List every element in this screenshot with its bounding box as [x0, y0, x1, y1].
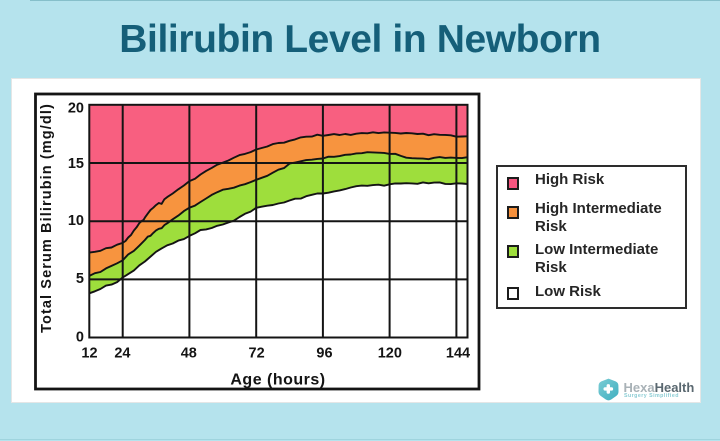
- svg-text:Age (hours): Age (hours): [230, 372, 325, 389]
- svg-text:20: 20: [68, 100, 84, 116]
- svg-text:0: 0: [76, 330, 84, 346]
- svg-text:24: 24: [114, 346, 130, 362]
- svg-text:15: 15: [68, 156, 84, 172]
- svg-text:5: 5: [76, 271, 84, 287]
- svg-text:HexaHealth: HexaHealth: [624, 380, 695, 395]
- svg-text:Surgery Simplified: Surgery Simplified: [624, 393, 679, 399]
- svg-text:10: 10: [68, 213, 84, 229]
- svg-text:144: 144: [446, 346, 470, 362]
- svg-text:120: 120: [378, 346, 402, 362]
- svg-text:12: 12: [81, 346, 97, 362]
- svg-text:72: 72: [249, 346, 265, 362]
- svg-text:Total Serum Bilirubin (mg/dl): Total Serum Bilirubin (mg/dl): [39, 103, 55, 333]
- svg-text:96: 96: [316, 346, 332, 362]
- svg-text:48: 48: [181, 346, 197, 362]
